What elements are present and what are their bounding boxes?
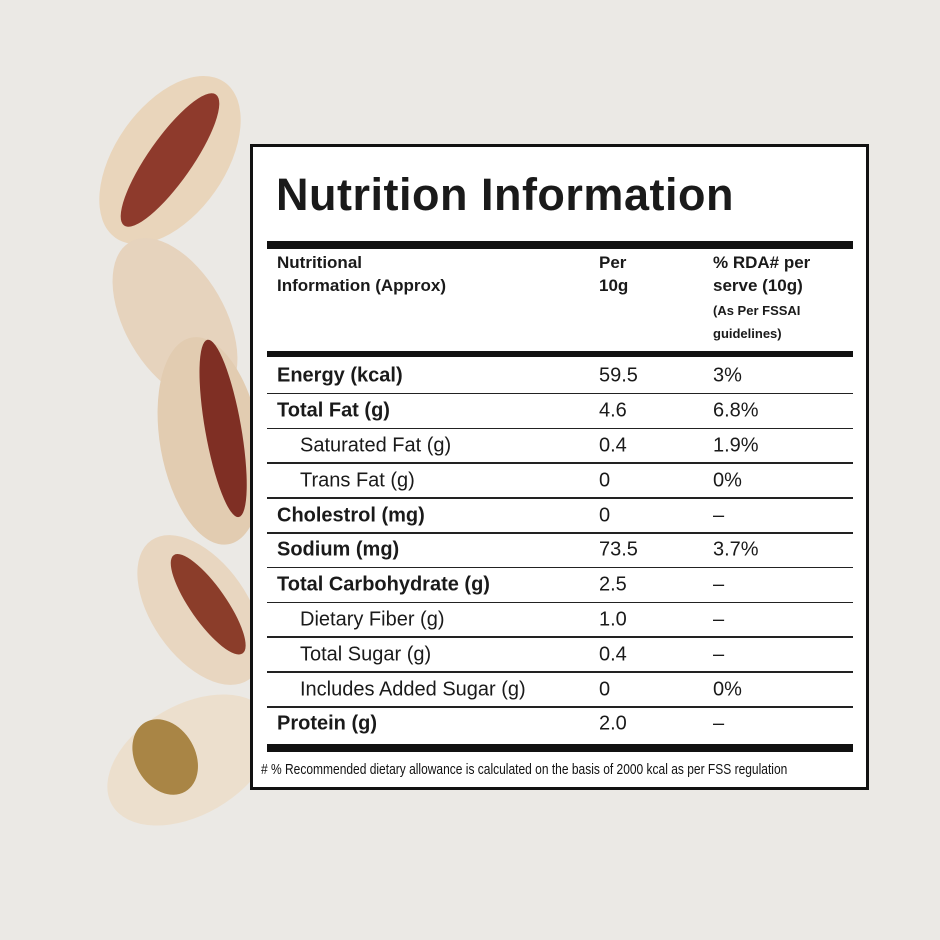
row-divider: [267, 601, 853, 604]
row-value: 1.0: [599, 608, 627, 631]
column-header: Nutritional: [277, 253, 362, 272]
row-divider: [267, 427, 853, 430]
row-label: Includes Added Sugar (g): [300, 678, 526, 701]
nutrition-label: Nutrition Information Nutritional Informa…: [250, 144, 869, 790]
thick-rule: [267, 744, 853, 752]
row-divider: [267, 462, 853, 464]
row-label: Cholestrol (mg): [277, 504, 425, 527]
row-value: 59.5: [599, 364, 638, 387]
column-header: serve (10g): [713, 276, 803, 295]
row-divider: [267, 671, 853, 673]
row-value: 2.5: [599, 573, 627, 596]
column-header: Information (Approx): [277, 276, 447, 295]
column-header: 10g: [599, 276, 629, 295]
row-value: 0.4: [599, 434, 627, 457]
title: Nutrition Information: [276, 169, 734, 220]
row-value: 2.0: [599, 712, 627, 735]
row-divider: [267, 497, 853, 499]
row-label: Saturated Fat (g): [300, 434, 452, 457]
thick-rule: [267, 351, 853, 357]
row-divider: [267, 392, 853, 395]
thick-rule: [267, 241, 853, 249]
row-label: Energy (kcal): [277, 364, 403, 387]
row-label: Protein (g): [277, 712, 377, 735]
row-divider: [267, 706, 853, 708]
row-value: 3.7%: [713, 538, 759, 561]
row-divider: [267, 532, 853, 534]
pistachio-decoration: [99, 76, 273, 826]
row-value: 0%: [713, 469, 742, 492]
row-divider: [267, 566, 853, 569]
row-value: –: [713, 573, 725, 596]
row-value: –: [713, 504, 725, 527]
column-header: % RDA# per: [713, 253, 811, 272]
footnote: # % Recommended dietary allowance is cal…: [261, 761, 788, 778]
row-label: Dietary Fiber (g): [300, 608, 445, 631]
row-value: –: [713, 643, 725, 666]
row-value: –: [713, 712, 725, 735]
row-value: 0.4: [599, 643, 627, 666]
row-label: Total Carbohydrate (g): [277, 573, 490, 596]
row-value: –: [713, 608, 725, 631]
row-label: Total Fat (g): [277, 399, 390, 422]
column-header: Per: [599, 253, 627, 272]
row-value: 0%: [713, 678, 742, 701]
row-divider: [267, 636, 853, 638]
row-label: Trans Fat (g): [300, 469, 415, 492]
row-value: 0: [599, 469, 611, 492]
row-value: 6.8%: [713, 399, 759, 422]
row-value: 3%: [713, 364, 742, 387]
column-note: guidelines): [713, 326, 782, 341]
row-label: Total Sugar (g): [300, 643, 432, 666]
row-value: 73.5: [599, 538, 638, 561]
row-value: 0: [599, 504, 611, 527]
row-value: 1.9%: [713, 434, 759, 457]
row-value: 4.6: [599, 399, 627, 422]
column-note: (As Per FSSAI: [713, 303, 801, 318]
row-value: 0: [599, 678, 611, 701]
row-label: Sodium (mg): [277, 538, 400, 561]
